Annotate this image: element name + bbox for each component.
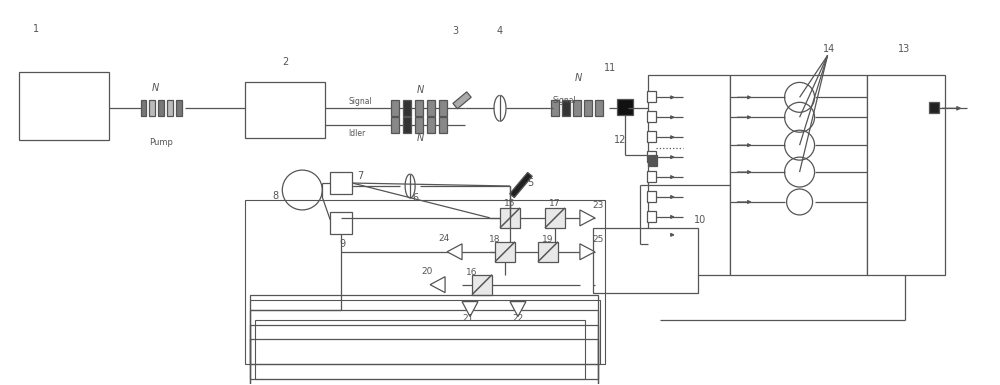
Bar (427, 117, 435, 133)
Bar (472, 275, 492, 295)
Bar (573, 100, 581, 116)
Bar (19, 72, 109, 140)
Bar (647, 111, 656, 122)
Text: 20: 20 (421, 267, 433, 276)
Bar (439, 117, 447, 133)
Bar (647, 171, 656, 182)
Bar (330, 212, 352, 234)
Bar (584, 100, 592, 116)
Text: N: N (574, 74, 582, 84)
Text: 2: 2 (282, 57, 288, 67)
Bar (427, 100, 435, 116)
Bar (730, 75, 867, 275)
Polygon shape (447, 244, 462, 260)
Bar (617, 99, 633, 115)
Bar (538, 242, 558, 262)
Text: Idler: Idler (348, 129, 365, 138)
Text: 24: 24 (438, 234, 450, 243)
Text: 12: 12 (614, 135, 626, 145)
Bar (647, 211, 656, 222)
Bar (250, 295, 598, 364)
Bar (545, 208, 565, 228)
Bar (149, 100, 155, 116)
Polygon shape (580, 210, 595, 226)
Bar (647, 229, 656, 240)
Text: 8: 8 (272, 191, 278, 201)
Text: 3: 3 (452, 25, 458, 35)
Bar (167, 100, 173, 116)
Bar (647, 91, 656, 102)
Text: 16: 16 (466, 268, 478, 277)
Bar (495, 242, 515, 262)
Text: 1: 1 (33, 23, 39, 33)
Bar (255, 320, 585, 379)
Bar (648, 75, 730, 275)
Bar (593, 228, 698, 293)
Polygon shape (580, 244, 595, 260)
Polygon shape (430, 277, 445, 293)
Bar (595, 100, 603, 116)
Bar (500, 208, 520, 228)
Text: 21: 21 (462, 314, 474, 323)
Text: 10: 10 (694, 215, 706, 225)
Bar (391, 117, 399, 133)
Text: 5: 5 (527, 178, 533, 188)
Bar (415, 100, 423, 116)
Text: 9: 9 (339, 239, 345, 249)
Bar (403, 100, 411, 116)
Bar (867, 75, 945, 275)
Bar (562, 100, 570, 116)
Bar (250, 300, 600, 364)
Bar (245, 200, 605, 364)
Bar (140, 100, 146, 116)
Bar (647, 151, 656, 162)
Bar (929, 102, 939, 113)
Text: N: N (152, 84, 159, 94)
Text: 17: 17 (549, 199, 561, 208)
Polygon shape (462, 301, 478, 316)
Text: 11: 11 (604, 64, 616, 74)
Text: 6: 6 (412, 193, 418, 203)
Text: Signal: Signal (348, 97, 372, 106)
Bar (453, 92, 471, 109)
Bar (510, 172, 532, 198)
Polygon shape (510, 301, 526, 316)
Bar (439, 100, 447, 116)
Bar (403, 117, 411, 133)
Bar (415, 117, 423, 133)
Text: 25: 25 (592, 235, 604, 244)
Bar (647, 191, 656, 202)
Text: Signal: Signal (553, 96, 577, 105)
Text: 22: 22 (512, 314, 524, 323)
Text: Pump: Pump (150, 138, 173, 147)
Bar (250, 310, 598, 379)
Bar (250, 340, 598, 385)
Bar (176, 100, 182, 116)
Text: 23: 23 (592, 201, 604, 211)
Text: 4: 4 (497, 25, 503, 35)
Text: 14: 14 (823, 44, 836, 54)
Bar (330, 172, 352, 194)
Text: 15: 15 (504, 199, 516, 208)
Text: 18: 18 (489, 235, 501, 244)
Bar (250, 325, 598, 385)
Text: 19: 19 (542, 235, 554, 244)
Bar (647, 131, 656, 142)
Bar (648, 155, 657, 166)
Bar (158, 100, 164, 116)
Text: N: N (416, 133, 424, 143)
Text: N: N (416, 85, 424, 95)
Bar (391, 100, 399, 116)
Text: 13: 13 (898, 44, 911, 54)
Bar (245, 82, 325, 138)
Text: 7: 7 (357, 171, 363, 181)
Bar (551, 100, 559, 116)
